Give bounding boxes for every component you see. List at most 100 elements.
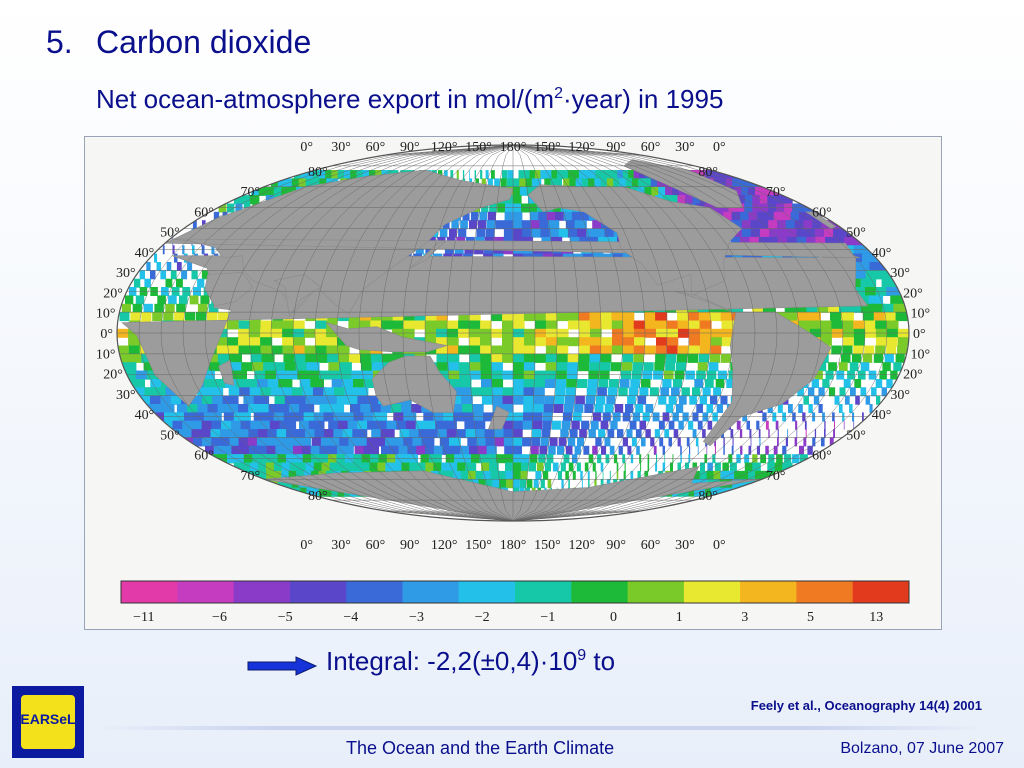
flux-cell [634,337,646,347]
flux-cell [556,370,567,380]
flux-cell [545,345,558,355]
flux-cell [320,437,338,447]
flux-cell [453,470,466,480]
flux-cell [842,412,845,422]
flux-cell [470,387,483,397]
flux-cell [638,178,659,188]
flux-cell [567,353,579,363]
right-latitude-label: 40° [872,408,892,423]
longitude-line [226,145,514,521]
flux-cell [895,353,905,363]
flux-cell [386,420,401,430]
flux-cell [420,454,434,464]
flux-cell [238,404,255,413]
flux-cell [660,387,670,397]
left-latitude-label: 70° [240,185,260,200]
longitude-line [358,145,514,521]
flux-cell [696,370,706,380]
flux-cell [609,445,615,455]
flux-cell [197,387,213,397]
flux-cell [513,220,523,230]
right-latitude-label: 0° [913,327,926,342]
flux-cell [390,404,404,413]
flux-cell [282,345,295,355]
top-longitude-label: 150° [465,140,492,155]
flux-cell [714,437,716,447]
flux-cell [465,429,477,439]
flux-cell [273,186,286,196]
flux-cell [857,295,873,305]
left-latitude-label: 50° [160,226,180,241]
flux-cell [670,462,673,472]
flux-cell [607,236,621,246]
flux-cell [700,462,705,472]
flux-cell [641,437,646,447]
flux-cell [611,345,623,355]
flux-cell [853,420,855,430]
flux-cell [650,437,655,447]
longitude-line [314,145,514,521]
flux-cell [588,429,596,439]
flux-cell [688,345,700,355]
flux-cell [460,387,473,397]
flux-cell [732,228,750,238]
flux-cell [565,220,578,230]
flux-cell [299,379,314,388]
flux-cell [545,370,557,380]
top-longitude-label: 30° [331,140,351,155]
flux-cell [252,362,266,372]
flux-cell [182,245,185,255]
flux-cell [578,345,591,355]
flux-cell [533,395,545,405]
flux-cell [893,303,908,313]
flux-cell [172,245,175,255]
flux-cell [842,320,855,330]
flux-cell [469,337,481,347]
flux-cell [129,287,137,296]
flux-cell [560,429,569,439]
flux-cell [211,245,215,255]
left-latitude-label: 50° [160,428,180,443]
flux-cell [249,328,261,338]
flux-cell [135,370,151,380]
madagascar-shape [218,359,235,386]
flux-cell [154,253,158,263]
flux-cell [655,320,668,330]
flux-cell [795,420,798,430]
flux-cell [128,345,142,355]
flux-cell [485,228,495,238]
flux-cell [707,420,713,430]
flux-cell [563,454,570,464]
flux-cell [767,404,773,413]
flux-cell [182,420,202,430]
flux-cell [462,454,474,464]
flux-cell [305,395,321,405]
flux-cell [618,445,623,455]
flux-cell [604,228,618,238]
flux-cell [688,454,691,464]
flux-cell [396,420,410,430]
top-longitude-label: 150° [534,140,561,155]
flux-cell [523,370,535,380]
longitude-line [182,145,514,521]
flux-cell [269,420,287,430]
flux-cell [248,429,267,439]
flux-cell [625,404,634,413]
flux-cell [544,178,556,188]
flux-cell [281,186,293,196]
flux-cell [592,412,602,422]
flux-cell [787,429,788,439]
flux-cell [616,470,619,480]
flux-cell [584,404,594,413]
flux-cell [552,462,559,472]
flux-cell [852,253,870,263]
flux-cell [720,312,734,322]
flux-cell [731,445,734,455]
flux-cell [450,170,454,180]
flux-cell [594,479,597,489]
flux-cell [227,203,235,213]
flux-cell [756,420,760,430]
flux-cell [689,337,701,347]
flux-cell [598,379,609,388]
flux-cell [144,278,151,288]
